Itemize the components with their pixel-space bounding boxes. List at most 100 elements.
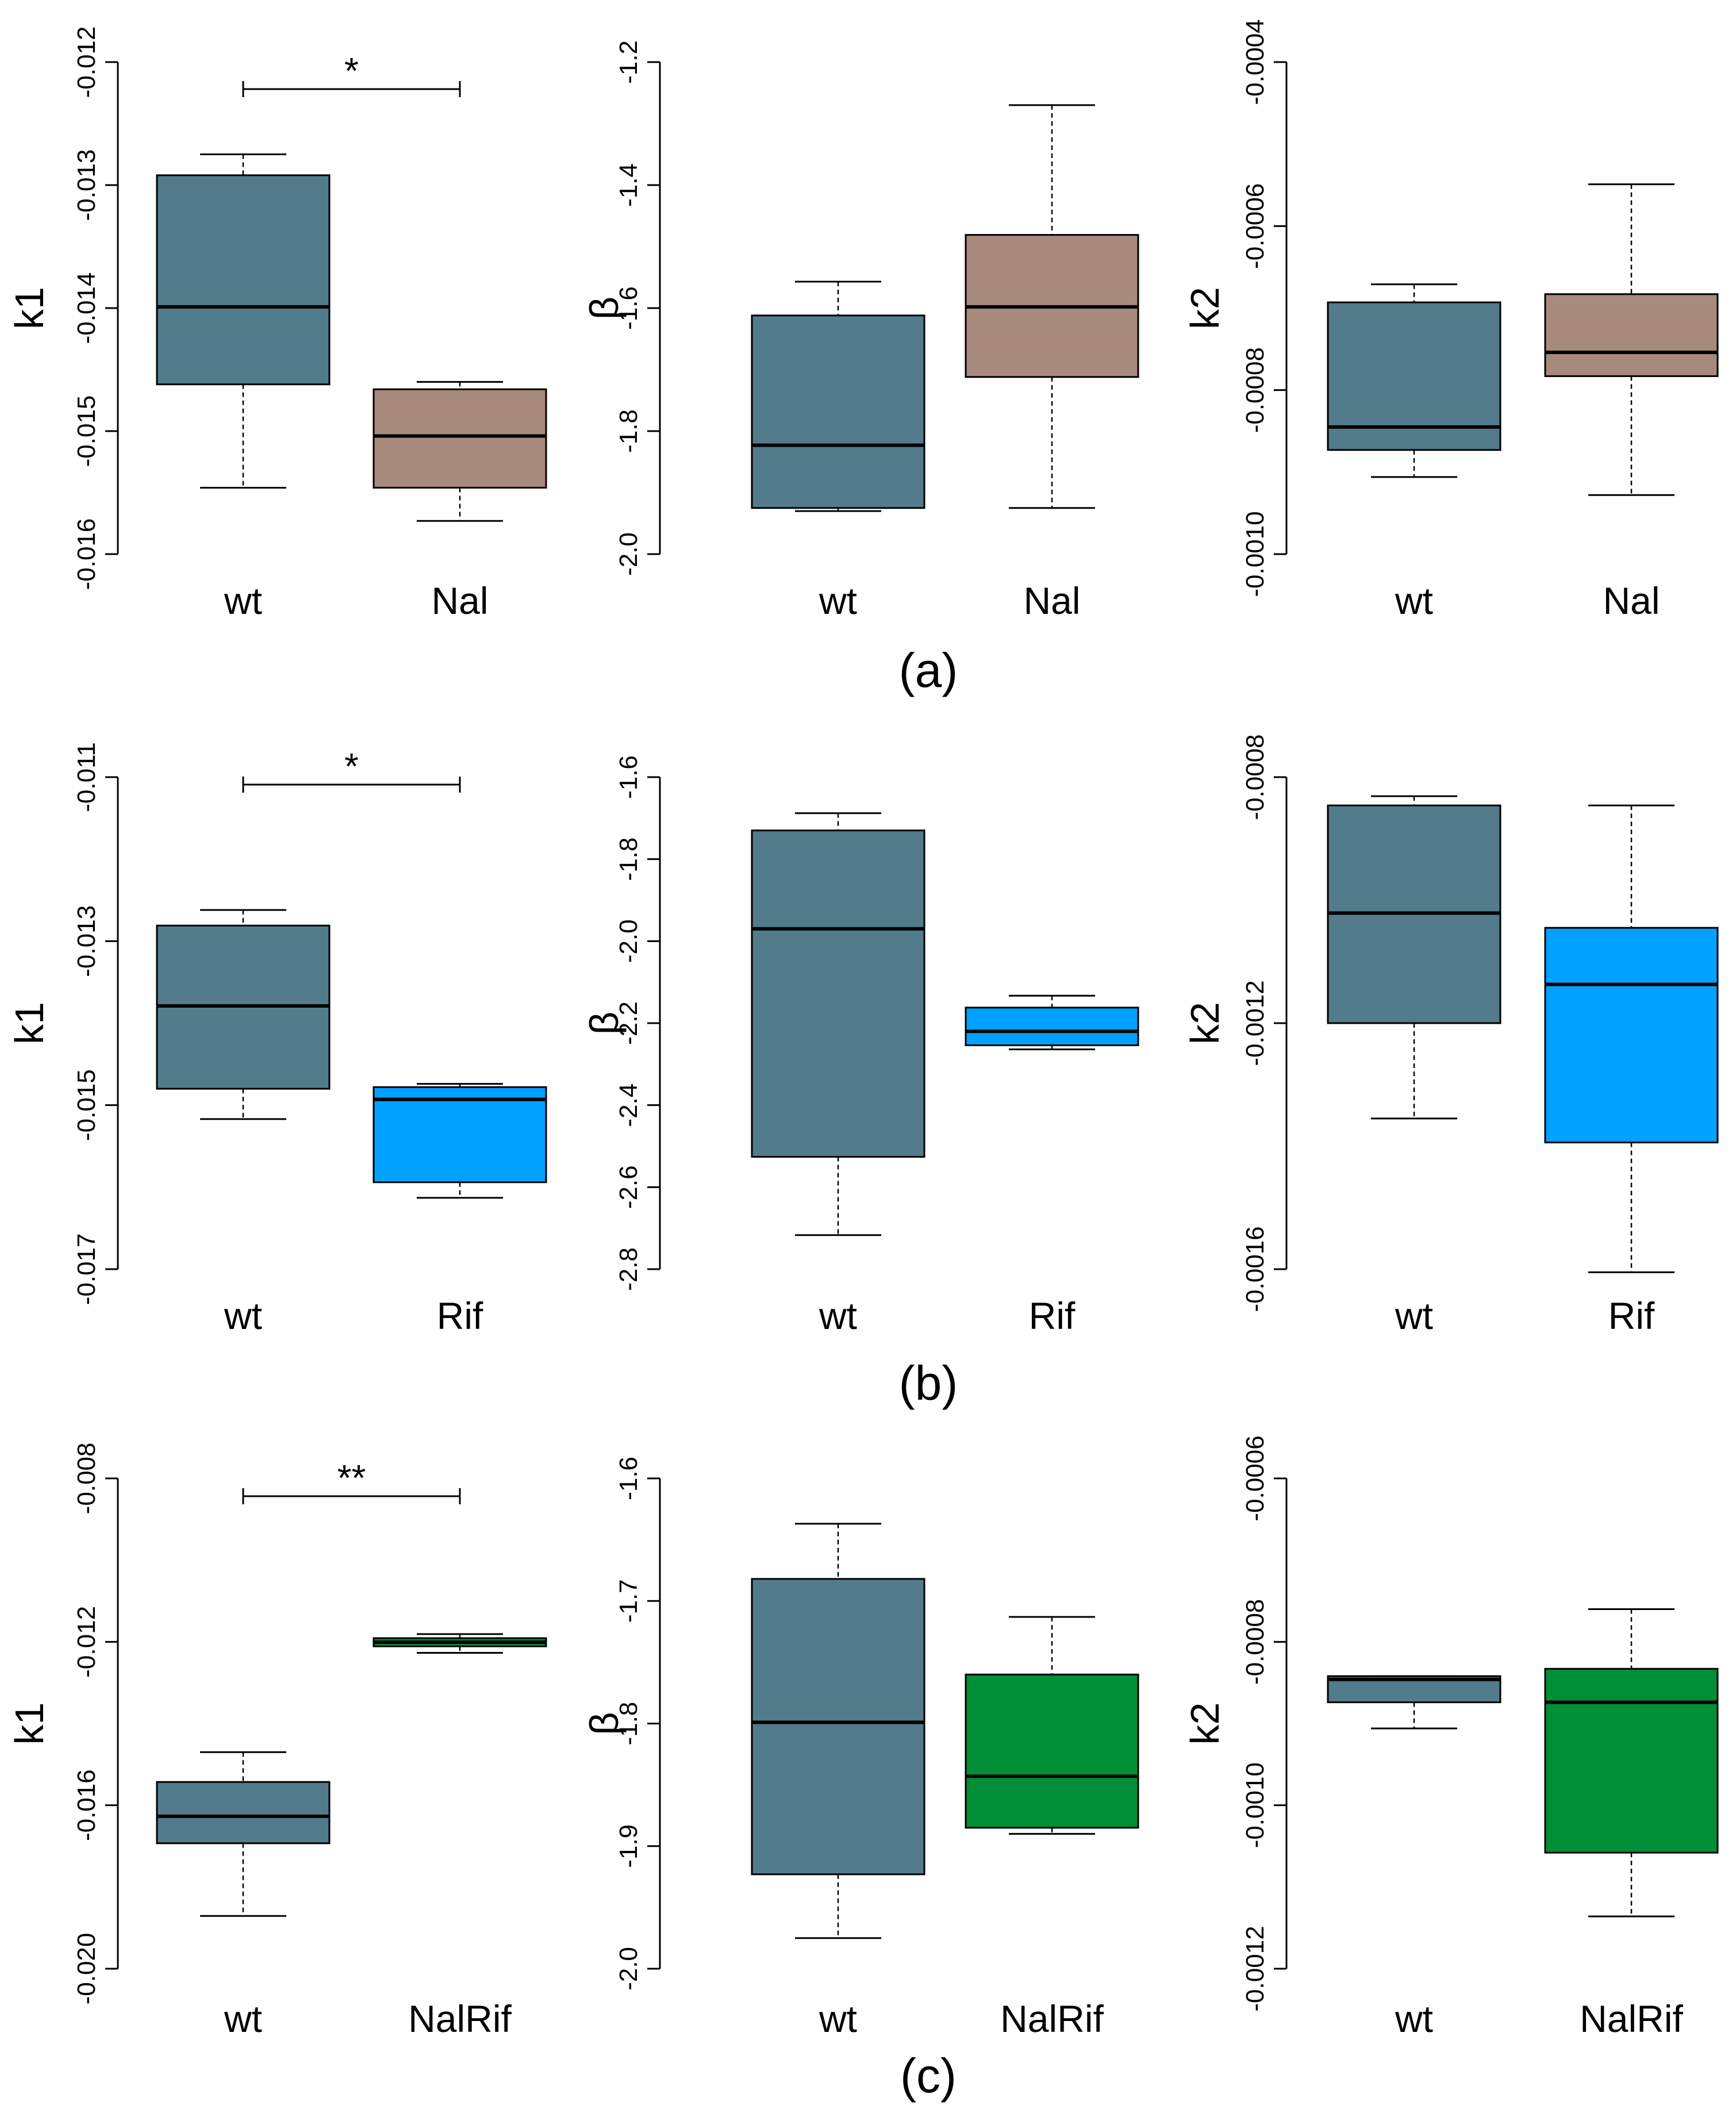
category-label: NalRif — [1580, 1997, 1683, 2040]
y-axis-label: β — [582, 1712, 627, 1735]
y-tick-label: -2.2 — [614, 1001, 643, 1045]
y-tick-label: -0.0006 — [1241, 183, 1269, 269]
y-tick-label: -0.012 — [72, 26, 101, 98]
y-tick-label: -0.0004 — [1241, 19, 1269, 105]
box-wt: wt — [1327, 1675, 1501, 2040]
category-label: wt — [1395, 1294, 1433, 1337]
y-tick-label: -2.6 — [614, 1165, 643, 1209]
y-axis-label: k2 — [1182, 1703, 1227, 1745]
category-label: NalRif — [408, 1997, 512, 2040]
y-axis-label: k2 — [1182, 1002, 1227, 1044]
iqr-box — [751, 829, 925, 1158]
iqr-box — [1544, 293, 1719, 377]
iqr-box — [965, 1006, 1139, 1047]
iqr-box — [156, 1781, 331, 1845]
box-nal: Nal — [965, 104, 1139, 622]
category-label: NalRif — [1000, 1997, 1104, 2040]
y-tick-label: -0.008 — [72, 1443, 101, 1515]
y-tick-label: -0.0012 — [1241, 1926, 1269, 2011]
box-nalrif: NalRif — [372, 1633, 547, 2040]
y-tick-label: -1.6 — [614, 286, 643, 330]
box-rif: Rif — [965, 994, 1139, 1337]
y-tick-label: -0.016 — [72, 1769, 101, 1841]
box-wt: wt — [751, 281, 925, 622]
y-tick-label: -2.0 — [614, 919, 643, 963]
chart-a-beta: -1.2 -1.4 -1.6 -1.8 -2.0 β wt Nal — [582, 40, 1139, 622]
y-axis-label: β — [582, 297, 627, 320]
category-label: Nal — [431, 579, 488, 622]
category-label: wt — [819, 579, 857, 622]
box-rif: Rif — [372, 1083, 547, 1337]
y-tick-label: -0.0008 — [1241, 1599, 1269, 1685]
iqr-box — [965, 1673, 1139, 1829]
box-rif: Rif — [1544, 804, 1719, 1337]
box-nalrif: NalRif — [1544, 1608, 1719, 2040]
panel-label: (a) — [899, 643, 958, 697]
y-tick-label: -0.0008 — [1241, 347, 1269, 433]
category-label: Rif — [437, 1294, 483, 1337]
significance-bracket: * — [242, 746, 461, 793]
y-tick-label: -0.013 — [72, 149, 101, 221]
y-tick-label: -2.0 — [614, 532, 643, 576]
y-tick-label: -0.020 — [72, 1933, 101, 2005]
y-axis-label: β — [582, 1012, 627, 1035]
chart-c-k2: -0.0006 -0.0008 -0.0010 -0.0012 k2 wt NalRif — [1182, 1435, 1719, 2040]
category-label: wt — [819, 1294, 857, 1337]
significance-stars: * — [344, 50, 359, 91]
y-tick-label: -1.9 — [614, 1824, 643, 1868]
y-tick-label: -0.0010 — [1241, 1762, 1269, 1848]
y-tick-label: -0.013 — [72, 905, 101, 977]
iqr-box — [1544, 1668, 1719, 1854]
y-tick-label: -0.011 — [72, 742, 101, 812]
category-label: Rif — [1029, 1294, 1076, 1337]
significance-bracket: * — [242, 50, 461, 97]
box-nal: Nal — [372, 381, 547, 622]
iqr-box — [1544, 927, 1719, 1144]
category-label: Nal — [1603, 579, 1660, 622]
y-axis-label: k1 — [7, 1002, 52, 1044]
y-tick-label: -0.0008 — [1241, 734, 1269, 820]
box-wt: wt — [1327, 795, 1501, 1337]
iqr-box — [751, 1578, 925, 1876]
chart-b-k1: -0.011 -0.013 -0.015 -0.017 k1 wt Rif * — [7, 742, 547, 1337]
y-tick-label: -0.012 — [72, 1606, 101, 1678]
y-tick-label: -2.8 — [614, 1247, 643, 1291]
category-label: wt — [1395, 1997, 1433, 2040]
y-tick-label: -0.0016 — [1241, 1226, 1269, 1312]
chart-a-k2: -0.0004 -0.0006 -0.0008 -0.0010 k2 wt Nal — [1182, 19, 1719, 622]
y-tick-label: -0.0006 — [1241, 1435, 1269, 1521]
box-nal: Nal — [1544, 183, 1719, 622]
significance-bracket: ** — [242, 1457, 461, 1504]
y-tick-label: -1.8 — [614, 409, 643, 453]
box-wt: wt — [156, 153, 331, 622]
y-tick-label: -1.6 — [614, 755, 643, 799]
y-tick-label: -1.8 — [614, 1702, 643, 1746]
box-nalrif: NalRif — [965, 1616, 1139, 2040]
y-tick-label: -1.6 — [614, 1457, 643, 1500]
y-tick-label: -0.016 — [72, 518, 101, 590]
chart-a-k1: -0.012 -0.013 -0.014 -0.015 -0.016 k1 wt Nal * — [7, 26, 547, 622]
y-axis-label: k1 — [7, 1703, 52, 1745]
box-wt: wt — [1327, 283, 1501, 622]
box-wt: wt — [156, 1751, 331, 2040]
iqr-box — [372, 1086, 547, 1184]
y-tick-label: -1.7 — [614, 1579, 643, 1623]
significance-stars: * — [344, 746, 359, 787]
category-label: wt — [224, 1997, 262, 2040]
iqr-box — [751, 314, 925, 509]
y-tick-label: -1.8 — [614, 837, 643, 881]
y-tick-label: -0.0010 — [1241, 511, 1269, 597]
y-tick-label: -0.015 — [72, 1069, 101, 1141]
chart-b-beta: -1.6 -1.8 -2.0 -2.2 -2.4 -2.6 -2.8 β wt Rif — [582, 755, 1139, 1337]
y-tick-label: -0.017 — [72, 1234, 101, 1305]
category-label: wt — [819, 1997, 857, 2040]
y-axis-label: k2 — [1182, 287, 1227, 329]
y-tick-label: -0.014 — [72, 272, 101, 344]
panel-label: (b) — [899, 1356, 958, 1410]
y-tick-label: -0.0012 — [1241, 980, 1269, 1066]
y-tick-label: -0.015 — [72, 395, 101, 467]
iqr-box — [372, 388, 547, 489]
category-label: wt — [224, 579, 262, 622]
chart-c-beta: -1.6 -1.7 -1.8 -1.9 -2.0 β wt NalRif — [582, 1457, 1139, 2040]
